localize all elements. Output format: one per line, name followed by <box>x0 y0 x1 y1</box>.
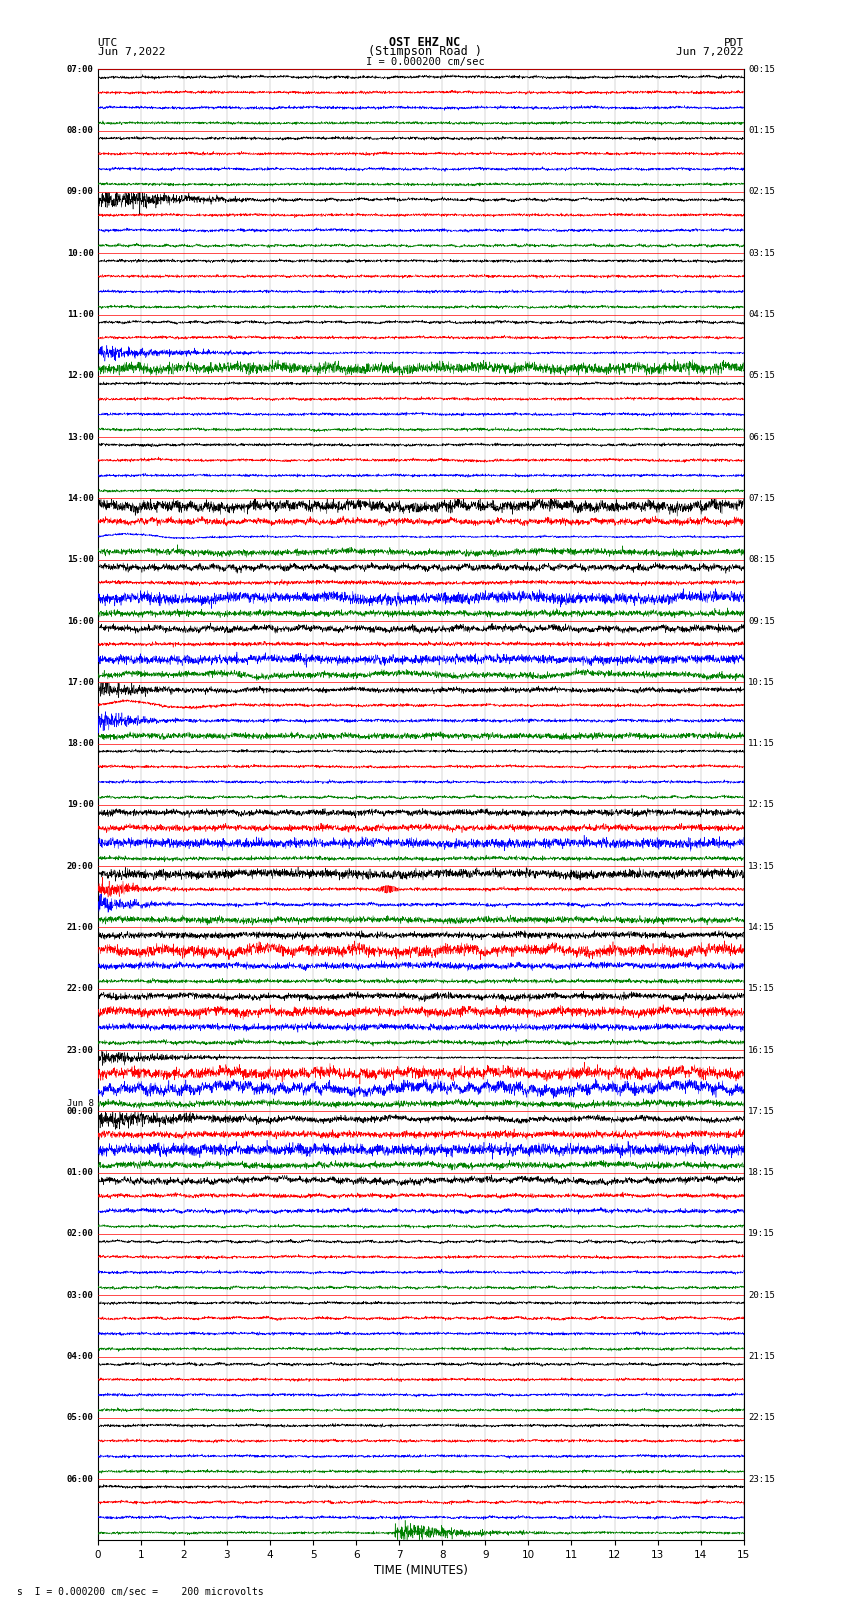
Text: 17:00: 17:00 <box>66 677 94 687</box>
Text: 00:15: 00:15 <box>748 65 775 74</box>
Text: 08:00: 08:00 <box>66 126 94 135</box>
Text: 04:00: 04:00 <box>66 1352 94 1361</box>
Text: 09:15: 09:15 <box>748 616 775 626</box>
Text: 02:00: 02:00 <box>66 1229 94 1239</box>
Text: I = 0.000200 cm/sec: I = 0.000200 cm/sec <box>366 56 484 68</box>
Text: 15:15: 15:15 <box>748 984 775 994</box>
Text: 12:00: 12:00 <box>66 371 94 381</box>
Text: PDT: PDT <box>723 37 744 48</box>
Text: 06:15: 06:15 <box>748 432 775 442</box>
Text: 08:15: 08:15 <box>748 555 775 565</box>
Text: 03:00: 03:00 <box>66 1290 94 1300</box>
Text: (Stimpson Road ): (Stimpson Road ) <box>368 45 482 58</box>
Text: UTC: UTC <box>98 37 118 48</box>
Text: Jun 7,2022: Jun 7,2022 <box>677 47 744 56</box>
Text: 01:00: 01:00 <box>66 1168 94 1177</box>
Text: Jun 7,2022: Jun 7,2022 <box>98 47 165 56</box>
Text: 19:15: 19:15 <box>748 1229 775 1239</box>
Text: 18:15: 18:15 <box>748 1168 775 1177</box>
Text: 13:00: 13:00 <box>66 432 94 442</box>
Text: 21:15: 21:15 <box>748 1352 775 1361</box>
Text: 19:00: 19:00 <box>66 800 94 810</box>
Text: 11:00: 11:00 <box>66 310 94 319</box>
Text: 10:15: 10:15 <box>748 677 775 687</box>
Text: s  I = 0.000200 cm/sec =    200 microvolts: s I = 0.000200 cm/sec = 200 microvolts <box>17 1587 264 1597</box>
Text: 03:15: 03:15 <box>748 248 775 258</box>
Text: 05:15: 05:15 <box>748 371 775 381</box>
Text: Jun 8: Jun 8 <box>66 1098 94 1108</box>
Text: 07:15: 07:15 <box>748 494 775 503</box>
X-axis label: TIME (MINUTES): TIME (MINUTES) <box>374 1565 468 1578</box>
Text: 00:00: 00:00 <box>66 1107 94 1116</box>
Text: 23:15: 23:15 <box>748 1474 775 1484</box>
Text: 06:00: 06:00 <box>66 1474 94 1484</box>
Text: 16:00: 16:00 <box>66 616 94 626</box>
Text: 16:15: 16:15 <box>748 1045 775 1055</box>
Text: 10:00: 10:00 <box>66 248 94 258</box>
Text: 02:15: 02:15 <box>748 187 775 197</box>
Text: 04:15: 04:15 <box>748 310 775 319</box>
Text: 22:15: 22:15 <box>748 1413 775 1423</box>
Text: OST EHZ NC: OST EHZ NC <box>389 35 461 50</box>
Text: 11:15: 11:15 <box>748 739 775 748</box>
Text: 17:15: 17:15 <box>748 1107 775 1116</box>
Text: 05:00: 05:00 <box>66 1413 94 1423</box>
Text: 07:00: 07:00 <box>66 65 94 74</box>
Text: 15:00: 15:00 <box>66 555 94 565</box>
Text: 14:00: 14:00 <box>66 494 94 503</box>
Text: 01:15: 01:15 <box>748 126 775 135</box>
Text: 23:00: 23:00 <box>66 1045 94 1055</box>
Text: 22:00: 22:00 <box>66 984 94 994</box>
Text: 13:15: 13:15 <box>748 861 775 871</box>
Text: 20:00: 20:00 <box>66 861 94 871</box>
Text: 12:15: 12:15 <box>748 800 775 810</box>
Text: 18:00: 18:00 <box>66 739 94 748</box>
Text: 14:15: 14:15 <box>748 923 775 932</box>
Text: 20:15: 20:15 <box>748 1290 775 1300</box>
Text: 21:00: 21:00 <box>66 923 94 932</box>
Text: 09:00: 09:00 <box>66 187 94 197</box>
